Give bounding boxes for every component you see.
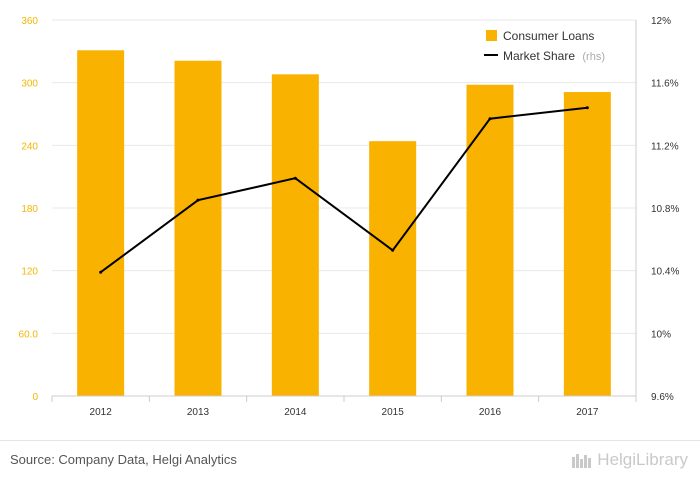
gridlines (52, 19, 636, 334)
right-tick-label: 10% (651, 329, 671, 340)
left-tick-label: 240 (21, 141, 38, 152)
library-icon (572, 454, 592, 468)
left-tick-label: 300 (21, 79, 38, 90)
legend-label-market-share: Market Share (503, 49, 575, 63)
market-share-point-2015 (391, 248, 395, 252)
market-share-line (100, 106, 588, 274)
bar-2014 (271, 74, 319, 397)
market-share-point-2013 (196, 198, 200, 202)
source-text: Source: Company Data, Helgi Analytics (10, 452, 237, 467)
x-tick-label: 2016 (479, 407, 502, 418)
bar-2015 (369, 141, 417, 396)
x-tick-label: 2015 (382, 407, 405, 418)
legend: Consumer Loans Market Share (rhs) (484, 29, 605, 63)
brand-logo[interactable]: HelgiLibrary (571, 450, 688, 470)
market-share-point-2014 (293, 176, 297, 180)
legend-swatch-consumer-loans (486, 30, 497, 41)
market-share-point-2016 (488, 117, 492, 121)
right-tick-label: 12% (651, 16, 671, 27)
left-tick-label: 180 (21, 204, 38, 215)
market-share-point-2012 (99, 270, 103, 274)
right-tick-label: 9.6% (651, 392, 674, 403)
legend-label-rhs: (rhs) (582, 51, 605, 63)
right-tick-label: 11.2% (651, 141, 679, 152)
x-tick-label: 2017 (576, 407, 599, 418)
combo-chart: 0 60.0 120 180 240 300 360 9.6% 10% 10.4% 10.8% 11.… (19, 16, 680, 418)
footer: Source: Company Data, Helgi Analytics He… (0, 440, 700, 484)
market-share-point-2017 (585, 106, 589, 110)
bar-2016 (466, 84, 514, 396)
bar-2013 (174, 60, 222, 396)
x-tick-label: 2014 (284, 407, 307, 418)
x-tick-label: 2013 (187, 407, 210, 418)
x-tick-label: 2012 (90, 407, 113, 418)
axes: 0 60.0 120 180 240 300 360 9.6% 10% 10.4% 10.8% 11.… (19, 16, 680, 418)
left-tick-label: 60.0 (19, 329, 39, 340)
svg-text:Market Share (rhs): Market Share (rhs) (503, 49, 605, 63)
right-tick-label: 11.6% (651, 79, 679, 90)
bar-2012 (77, 50, 125, 397)
left-tick-label: 0 (32, 392, 38, 403)
left-tick-label: 120 (21, 267, 38, 278)
brand-text: HelgiLibrary (597, 450, 688, 469)
line-series-market-share (99, 106, 589, 274)
right-tick-label: 10.4% (651, 267, 679, 278)
right-tick-label: 10.8% (651, 204, 679, 215)
bar-2017 (563, 92, 611, 397)
left-tick-label: 360 (21, 16, 38, 27)
bar-series-consumer-loans (77, 50, 611, 397)
legend-label-consumer-loans: Consumer Loans (503, 29, 594, 43)
